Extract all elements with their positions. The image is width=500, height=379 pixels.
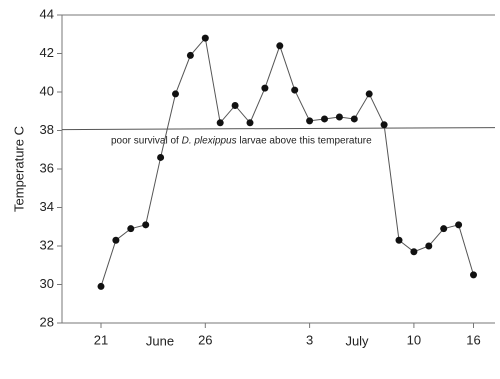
data-point <box>246 119 254 127</box>
data-point <box>425 242 433 250</box>
data-point <box>380 121 388 129</box>
data-point <box>97 282 105 290</box>
data-point <box>321 115 328 123</box>
threshold-line <box>61 127 496 131</box>
data-point <box>350 115 358 123</box>
data-point <box>142 221 150 229</box>
annotation-part: poor survival of <box>111 135 182 146</box>
annotation-part: D. plexippus <box>182 135 237 146</box>
data-point <box>306 117 314 125</box>
y-tick-label: 44 <box>40 6 54 21</box>
data-point <box>157 153 165 161</box>
y-tick-label: 28 <box>40 314 54 329</box>
data-point <box>112 236 120 244</box>
data-point <box>335 113 343 121</box>
data-point <box>231 101 239 109</box>
data-point <box>172 90 179 98</box>
y-tick-label: 30 <box>40 276 54 291</box>
y-tick-label: 32 <box>40 237 54 252</box>
x-tick-label: 3 <box>306 332 313 347</box>
y-axis-label: Temperature C <box>11 126 26 212</box>
data-point <box>470 271 477 279</box>
data-line <box>100 36 474 287</box>
annotation-part: larvae above this temperature <box>237 135 373 146</box>
data-point <box>291 86 299 94</box>
data-point <box>410 248 418 256</box>
x-tick-label: 21 <box>94 332 108 347</box>
x-tick-label: 10 <box>407 332 421 347</box>
month-label: July <box>345 333 369 348</box>
data-point <box>395 236 403 244</box>
data-point <box>216 119 224 127</box>
data-point <box>127 225 135 233</box>
x-tick-label: 26 <box>198 332 212 347</box>
data-point <box>455 221 463 229</box>
y-tick-label: 36 <box>40 160 54 175</box>
data-point <box>365 90 373 98</box>
y-tick-label: 40 <box>40 83 54 98</box>
month-label: June <box>146 333 174 348</box>
data-point <box>276 42 284 50</box>
annotation: poor survival of D. plexippus larvae abo… <box>111 135 372 146</box>
y-tick-label: 42 <box>40 45 54 60</box>
y-tick-label: 38 <box>40 122 54 137</box>
data-point <box>186 51 194 59</box>
x-tick-label: 16 <box>466 332 480 347</box>
y-tick-label: 34 <box>40 199 54 214</box>
data-point <box>201 34 209 42</box>
data-point <box>261 84 269 92</box>
data-point <box>440 225 448 233</box>
